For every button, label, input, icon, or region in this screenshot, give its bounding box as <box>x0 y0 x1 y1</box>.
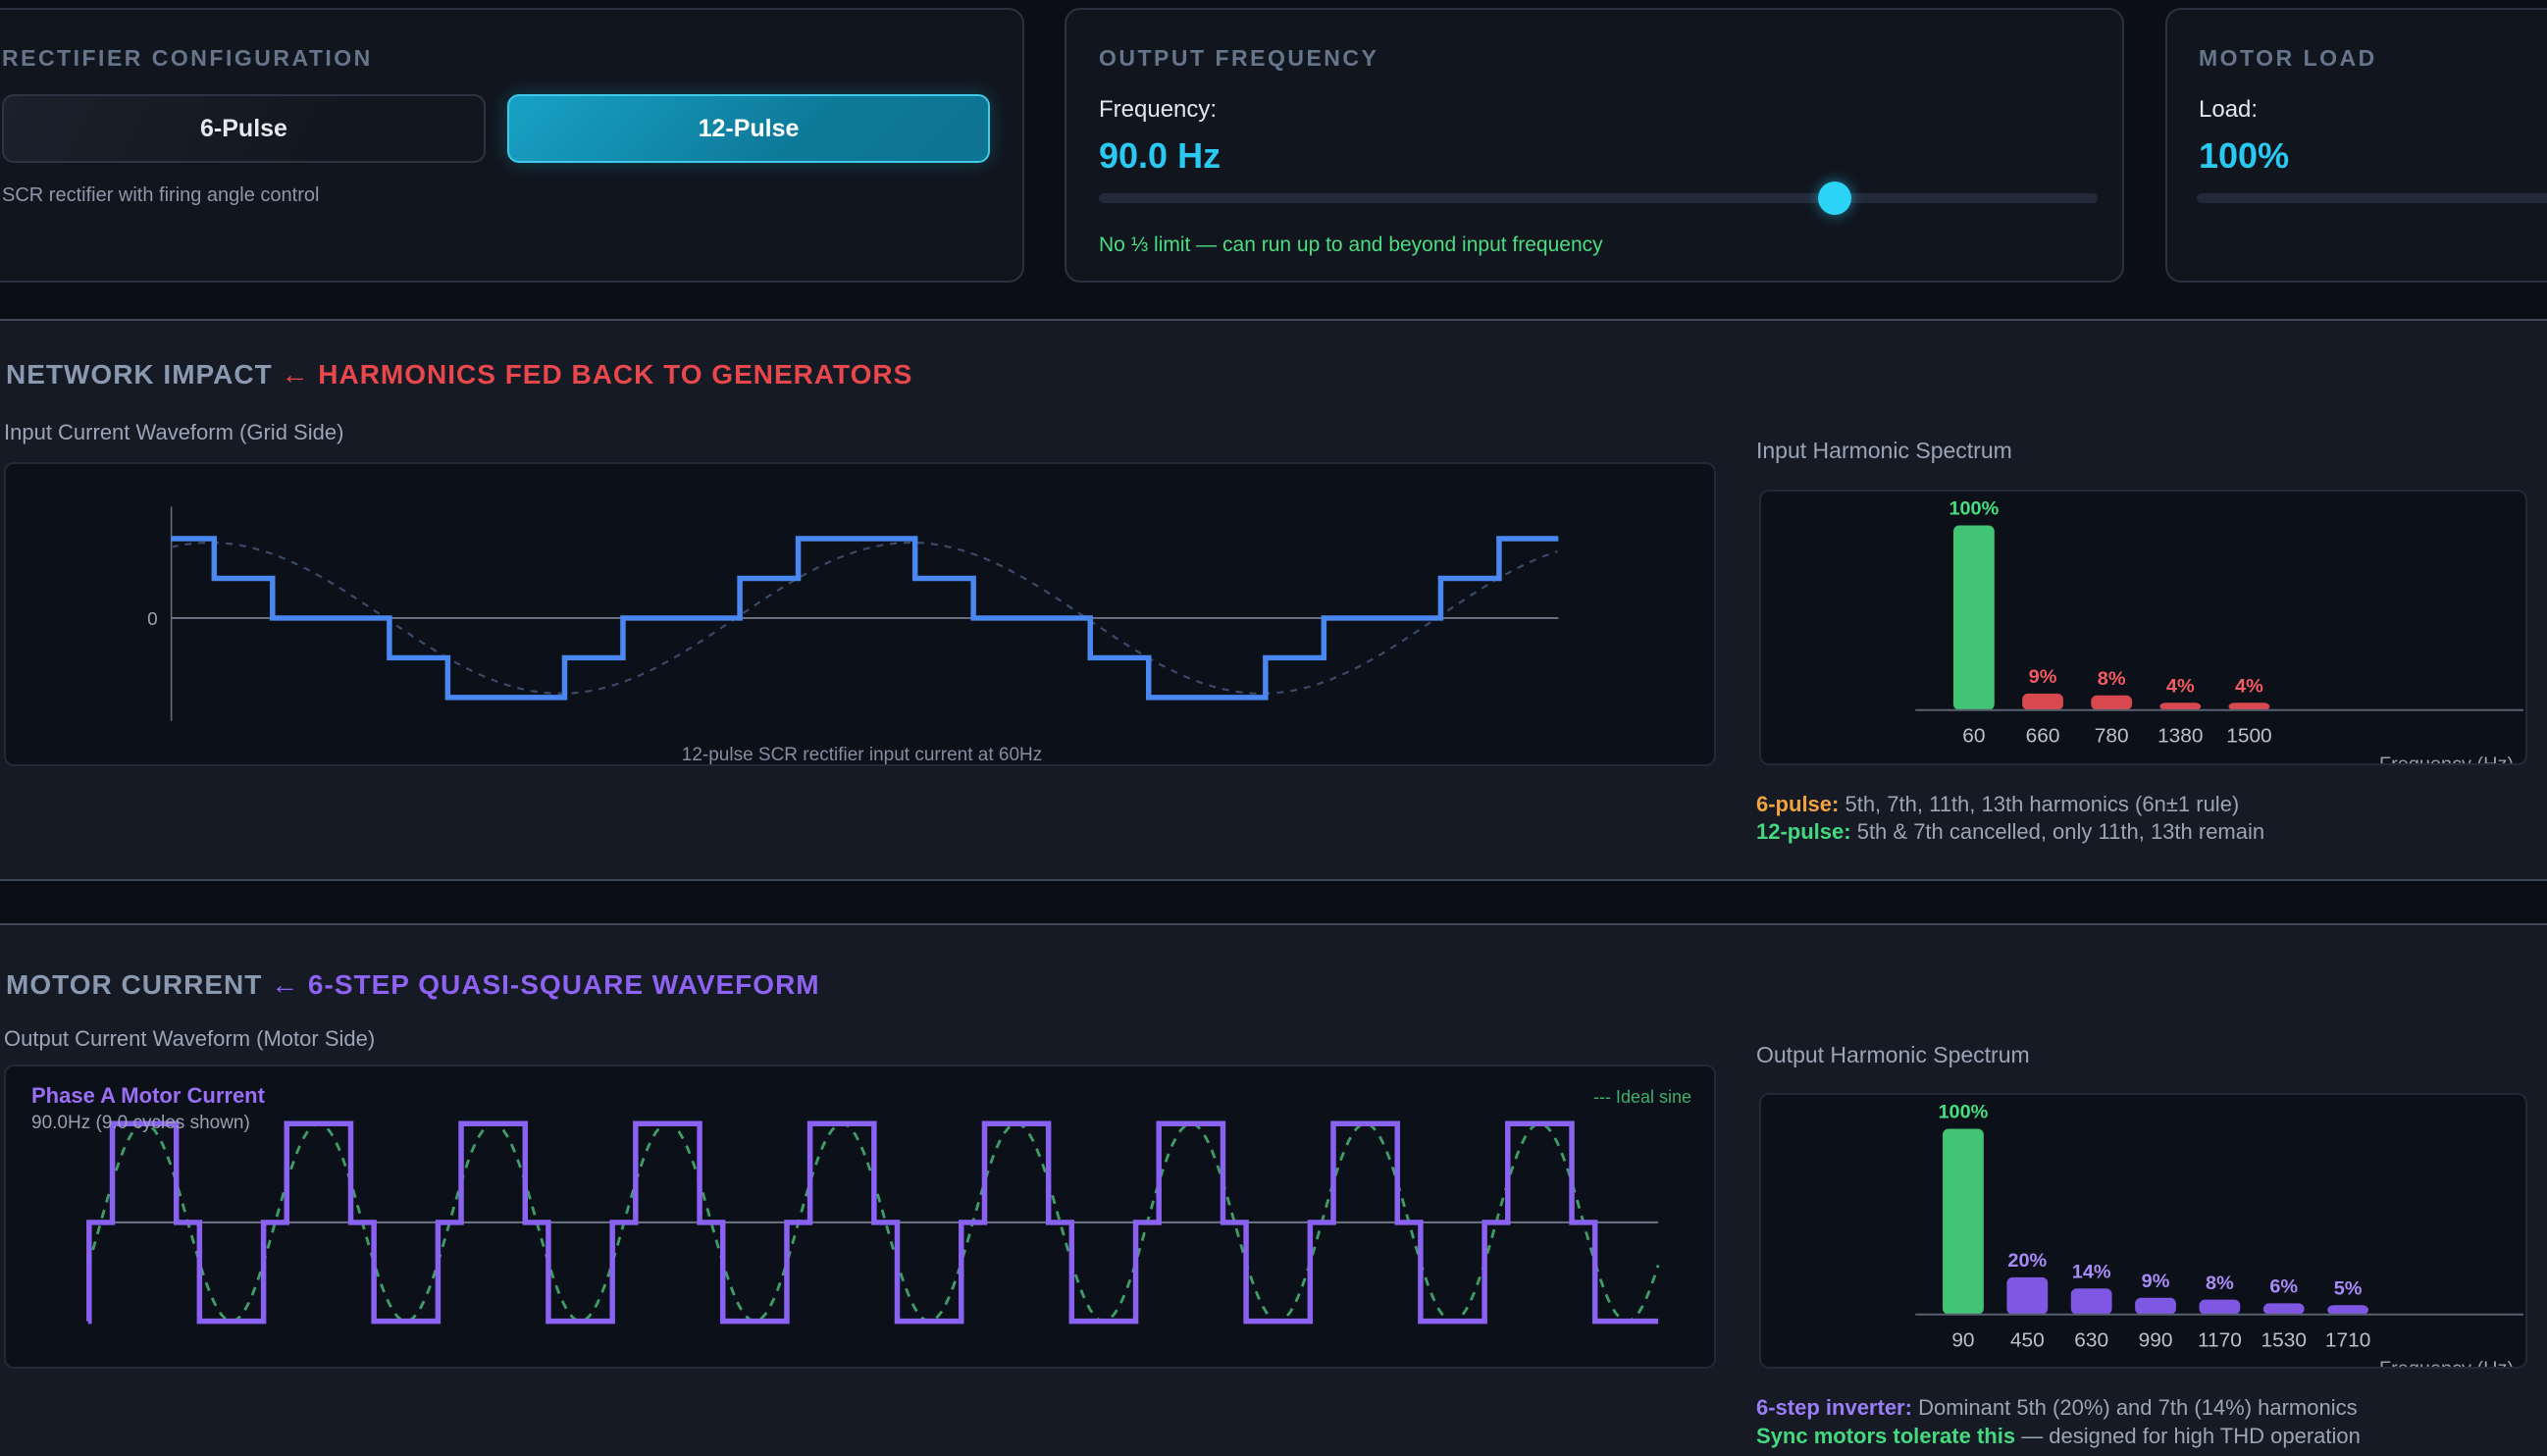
svg-text:630: 630 <box>2074 1328 2108 1351</box>
svg-text:780: 780 <box>2095 724 2129 747</box>
six-pulse-caption-lead: 6-pulse: <box>1756 792 1840 816</box>
network-heading-arrow-note: ← HARMONICS FED BACK TO GENERATORS <box>281 359 913 390</box>
network-heading-label: NETWORK IMPACT <box>6 359 273 390</box>
frequency-value: 90.0 Hz <box>1099 135 1222 176</box>
rectifier-configuration-card: RECTIFIER CONFIGURATION 6-Pulse 12-Pulse… <box>0 8 1024 283</box>
svg-text:1380: 1380 <box>2157 724 2203 747</box>
output-waveform-svg <box>86 1120 1660 1325</box>
frequency-card-title: OUTPUT FREQUENCY <box>1099 45 1379 71</box>
input-waveform-plot: 0 12-pulse SCR rectifier input current a… <box>4 462 1716 766</box>
twelve-pulse-button[interactable]: 12-Pulse <box>507 94 990 163</box>
motor-load-card: MOTOR LOAD Load: 100% <box>2165 8 2547 283</box>
svg-text:60: 60 <box>1962 724 1985 747</box>
svg-text:9%: 9% <box>2142 1271 2170 1292</box>
svg-text:100%: 100% <box>1949 498 1999 520</box>
frequency-label: Frequency: <box>1099 96 1218 123</box>
svg-text:100%: 100% <box>1939 1102 1989 1123</box>
sync-motors-caption-lead: Sync motors tolerate this <box>1756 1424 2016 1448</box>
motor-section-heading: MOTOR CURRENT ← 6-STEP QUASI-SQUARE WAVE… <box>6 969 820 1001</box>
six-pulse-caption-rest: 5th, 7th, 11th, 13th harmonics (6n±1 rul… <box>1839 792 2240 816</box>
six-pulse-harmonics-caption: 6-pulse: 5th, 7th, 11th, 13th harmonics … <box>1756 792 2239 817</box>
input-waveform-subtitle: Input Current Waveform (Grid Side) <box>4 420 344 444</box>
svg-text:1170: 1170 <box>2198 1328 2242 1351</box>
svg-text:20%: 20% <box>2007 1250 2047 1272</box>
svg-text:990: 990 <box>2139 1328 2173 1351</box>
twelve-pulse-harmonics-caption: 12-pulse: 5th & 7th cancelled, only 11th… <box>1756 819 2264 845</box>
output-waveform-plot: Phase A Motor Current 90.0Hz (9.0 cycles… <box>4 1065 1716 1369</box>
svg-text:1710: 1710 <box>2325 1328 2370 1351</box>
svg-text:6%: 6% <box>2269 1276 2298 1298</box>
input-waveform-svg: 0 <box>147 506 1559 721</box>
input-waveform-caption: 12-pulse SCR rectifier input current at … <box>681 745 1043 765</box>
rectifier-card-title: RECTIFIER CONFIGURATION <box>2 45 373 71</box>
load-label: Load: <box>2199 96 2259 123</box>
cycles-label: 90.0Hz (9.0 cycles shown) <box>31 1113 250 1133</box>
six-pulse-button[interactable]: 6-Pulse <box>2 94 486 163</box>
svg-text:0: 0 <box>147 608 158 629</box>
frequency-note: No ⅓ limit — can run up to and beyond in… <box>1099 234 1603 256</box>
load-value: 100% <box>2199 135 2290 176</box>
six-step-caption-rest: Dominant 5th (20%) and 7th (14%) harmoni… <box>1911 1395 2358 1420</box>
output-frequency-card: OUTPUT FREQUENCY Frequency: 90.0 Hz No ⅓… <box>1065 8 2124 283</box>
rectifier-note: SCR rectifier with firing angle control <box>2 184 320 206</box>
input-spectrum-title: Input Harmonic Spectrum <box>1756 438 2012 463</box>
twelve-pulse-caption-rest: 5th & 7th cancelled, only 11th, 13th rem… <box>1850 819 2265 844</box>
load-card-title: MOTOR LOAD <box>2199 45 2377 71</box>
twelve-pulse-caption-lead: 12-pulse: <box>1756 819 1851 844</box>
network-impact-section: NETWORK IMPACT ← HARMONICS FED BACK TO G… <box>0 319 2547 881</box>
output-spectrum-title: Output Harmonic Spectrum <box>1756 1042 2030 1067</box>
svg-text:8%: 8% <box>2098 668 2126 690</box>
svg-text:5%: 5% <box>2334 1278 2363 1300</box>
svg-text:Frequency (Hz): Frequency (Hz) <box>2379 754 2514 763</box>
network-section-heading: NETWORK IMPACT ← HARMONICS FED BACK TO G… <box>6 359 912 390</box>
svg-text:1530: 1530 <box>2261 1328 2307 1351</box>
svg-text:450: 450 <box>2010 1328 2045 1351</box>
output-waveform-subtitle: Output Current Waveform (Motor Side) <box>4 1026 376 1051</box>
svg-text:90: 90 <box>1951 1328 1974 1351</box>
frequency-slider-track[interactable] <box>1099 193 2098 203</box>
input-spectrum-plot: 100% 60 9% 660 8% 780 4% 1380 4% 1500 Frequency (H… <box>1759 490 2527 765</box>
svg-text:14%: 14% <box>2072 1262 2111 1283</box>
load-slider-track[interactable] <box>2197 193 2547 203</box>
sync-motors-caption: Sync motors tolerate this — designed for… <box>1756 1424 2361 1449</box>
phase-a-label: Phase A Motor Current <box>31 1083 265 1108</box>
svg-text:Frequency (Hz): Frequency (Hz) <box>2379 1358 2514 1367</box>
svg-text:4%: 4% <box>2235 675 2263 697</box>
input-spectrum-svg: 100% 60 9% 660 8% 780 4% 1380 4% 1500 Frequency (H… <box>1915 498 2524 763</box>
six-step-inverter-caption: 6-step inverter: Dominant 5th (20%) and … <box>1756 1395 2358 1421</box>
output-spectrum-svg: 100% 90 20% 450 14% 630 9% 990 8% 1170 6% 1530 5% 171… <box>1915 1102 2524 1367</box>
svg-text:9%: 9% <box>2029 666 2057 688</box>
motor-heading-label: MOTOR CURRENT <box>6 969 263 1000</box>
svg-text:660: 660 <box>2026 724 2060 747</box>
output-spectrum-plot: 100% 90 20% 450 14% 630 9% 990 8% 1170 6% 1530 5% 171… <box>1759 1093 2527 1369</box>
motor-current-section: MOTOR CURRENT ← 6-STEP QUASI-SQUARE WAVE… <box>0 923 2547 1456</box>
ideal-sine-legend: --- Ideal sine <box>1592 1087 1691 1107</box>
sync-motors-caption-rest: — designed for high THD operation <box>2015 1424 2361 1448</box>
svg-text:8%: 8% <box>2206 1273 2234 1294</box>
svg-text:4%: 4% <box>2166 675 2195 697</box>
six-step-caption-lead: 6-step inverter: <box>1756 1395 1912 1420</box>
svg-text:1500: 1500 <box>2226 724 2271 747</box>
frequency-slider-thumb[interactable] <box>1818 182 1851 215</box>
motor-heading-arrow-note: ← 6-STEP QUASI-SQUARE WAVEFORM <box>271 969 820 1000</box>
